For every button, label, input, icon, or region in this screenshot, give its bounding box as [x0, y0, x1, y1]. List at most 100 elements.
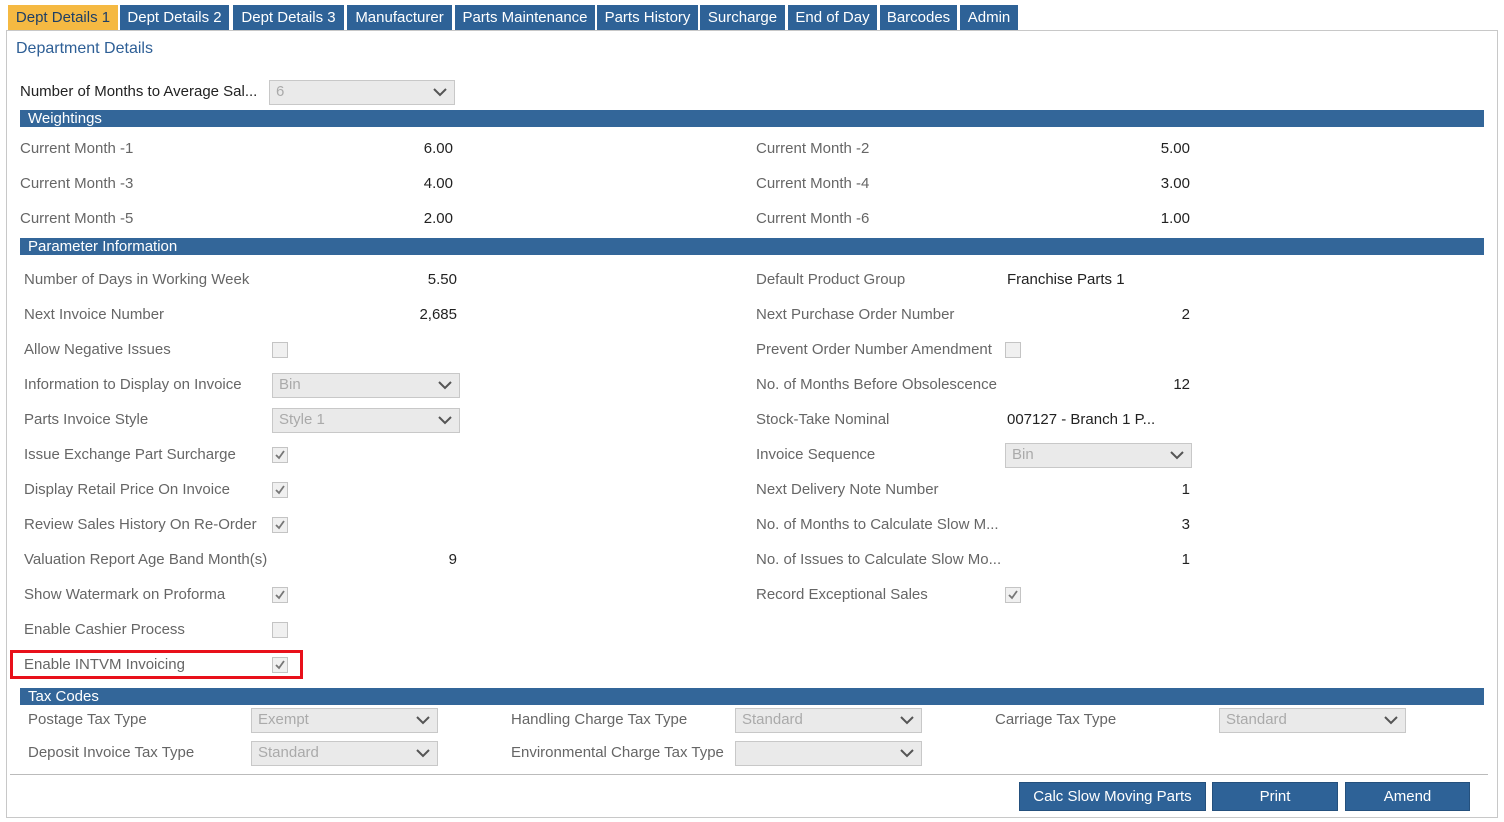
field-label: Record Exceptional Sales: [756, 586, 928, 603]
field-label: Next Delivery Note Number: [756, 481, 939, 498]
field-label: Next Purchase Order Number: [756, 306, 955, 323]
chevron: [438, 416, 452, 425]
field-value: 5.50: [427, 271, 457, 288]
field-label: No. of Issues to Calculate Slow Mo...: [756, 551, 1002, 568]
dropdown[interactable]: 6: [269, 80, 455, 105]
dropdown-value: Bin: [279, 376, 301, 393]
button[interactable]: Print: [1212, 782, 1338, 811]
tab[interactable]: Parts Maintenance: [455, 5, 595, 30]
dropdown-value: Standard: [742, 711, 803, 728]
field-label: Stock-Take Nominal: [756, 411, 890, 428]
field-label: Invoice Sequence: [756, 446, 876, 463]
chevron: [1170, 451, 1184, 460]
dropdown[interactable]: Exempt: [251, 708, 438, 733]
chevron: [900, 749, 914, 758]
field-label: Allow Negative Issues: [24, 341, 171, 358]
checkmark: [1008, 590, 1018, 600]
panel: [6, 30, 1498, 818]
field-value: 5.00: [1160, 140, 1190, 157]
chevron: [438, 381, 452, 390]
field-label: No. of Months to Calculate Slow M...: [756, 516, 999, 533]
field-label: Enable INTVM Invoicing: [24, 656, 185, 673]
field-label: Environmental Charge Tax Type: [511, 744, 724, 761]
button[interactable]: Calc Slow Moving Parts: [1019, 782, 1206, 811]
dropdown[interactable]: Standard: [251, 741, 438, 766]
dropdown-value: Bin: [1012, 446, 1034, 463]
checkbox[interactable]: [272, 657, 288, 673]
tab[interactable]: Surcharge: [700, 5, 785, 30]
chevron: [1384, 716, 1398, 725]
checkmark: [275, 660, 285, 670]
dropdown[interactable]: [735, 741, 922, 766]
tab[interactable]: End of Day: [788, 5, 877, 30]
checkbox[interactable]: [272, 622, 288, 638]
checkmark: [275, 450, 285, 460]
field-label: Prevent Order Number Amendment: [756, 341, 992, 358]
tab[interactable]: Barcodes: [880, 5, 957, 30]
chevron: [433, 88, 447, 97]
dropdown-value: Standard: [258, 744, 319, 761]
highlight-box: [10, 650, 303, 679]
field-label: Parts Invoice Style: [24, 411, 149, 428]
field-value: 1: [1181, 551, 1190, 568]
field-label: Number of Months to Average Sal...: [20, 83, 258, 100]
dropdown[interactable]: Bin: [272, 373, 460, 398]
separator: [10, 774, 1488, 775]
field-label: Current Month -3: [20, 175, 134, 192]
field-value: 2,685: [419, 306, 457, 323]
checkbox[interactable]: [272, 447, 288, 463]
button[interactable]: Amend: [1345, 782, 1470, 811]
page-title: Department Details: [16, 40, 153, 57]
dropdown-value: Standard: [1226, 711, 1287, 728]
field-value: 6.00: [423, 140, 453, 157]
field-value: 2.00: [423, 210, 453, 227]
dropdown[interactable]: Standard: [1219, 708, 1406, 733]
field-label: Information to Display on Invoice: [24, 376, 242, 393]
dropdown-value: Style 1: [279, 411, 325, 428]
field-label: No. of Months Before Obsolescence: [756, 376, 997, 393]
section-header: Parameter Information: [20, 238, 1484, 255]
tab[interactable]: Admin: [960, 5, 1018, 30]
field-value: 12: [1173, 376, 1190, 393]
field-value: 007127 - Branch 1 P...: [1007, 411, 1156, 428]
field-label: Current Month -1: [20, 140, 134, 157]
checkbox[interactable]: [1005, 587, 1021, 603]
tab[interactable]: Parts History: [597, 5, 698, 30]
section-header: Tax Codes: [20, 688, 1484, 705]
dropdown-value: Exempt: [258, 711, 309, 728]
field-value: 3: [1181, 516, 1190, 533]
tab[interactable]: Dept Details 3: [233, 5, 344, 30]
field-label: Current Month -4: [756, 175, 870, 192]
checkmark: [275, 520, 285, 530]
checkbox[interactable]: [1005, 342, 1021, 358]
chevron: [416, 749, 430, 758]
tab[interactable]: Manufacturer: [347, 5, 452, 30]
dropdown-value: 6: [276, 83, 285, 100]
checkbox[interactable]: [272, 587, 288, 603]
tab[interactable]: Dept Details 1: [8, 5, 118, 30]
field-label: Deposit Invoice Tax Type: [28, 744, 195, 761]
field-value: 2: [1181, 306, 1190, 323]
field-value: 1.00: [1160, 210, 1190, 227]
dropdown[interactable]: Standard: [735, 708, 922, 733]
field-value: 1: [1181, 481, 1190, 498]
dropdown[interactable]: Bin: [1005, 443, 1192, 468]
field-label: Enable Cashier Process: [24, 621, 185, 638]
checkbox[interactable]: [272, 342, 288, 358]
field-label: Carriage Tax Type: [995, 711, 1117, 728]
field-value: Franchise Parts 1: [1007, 271, 1125, 288]
field-label: Default Product Group: [756, 271, 906, 288]
dropdown[interactable]: Style 1: [272, 408, 460, 433]
field-label: Current Month -2: [756, 140, 870, 157]
checkbox[interactable]: [272, 482, 288, 498]
field-label: Review Sales History On Re-Order: [24, 516, 257, 533]
field-label: Current Month -6: [756, 210, 870, 227]
field-label: Issue Exchange Part Surcharge: [24, 446, 236, 463]
field-label: Next Invoice Number: [24, 306, 165, 323]
section-header: Weightings: [20, 110, 1484, 127]
checkmark: [275, 485, 285, 495]
field-label: Show Watermark on Proforma: [24, 586, 226, 603]
checkbox[interactable]: [272, 517, 288, 533]
field-label: Current Month -5: [20, 210, 134, 227]
tab[interactable]: Dept Details 2: [120, 5, 229, 30]
